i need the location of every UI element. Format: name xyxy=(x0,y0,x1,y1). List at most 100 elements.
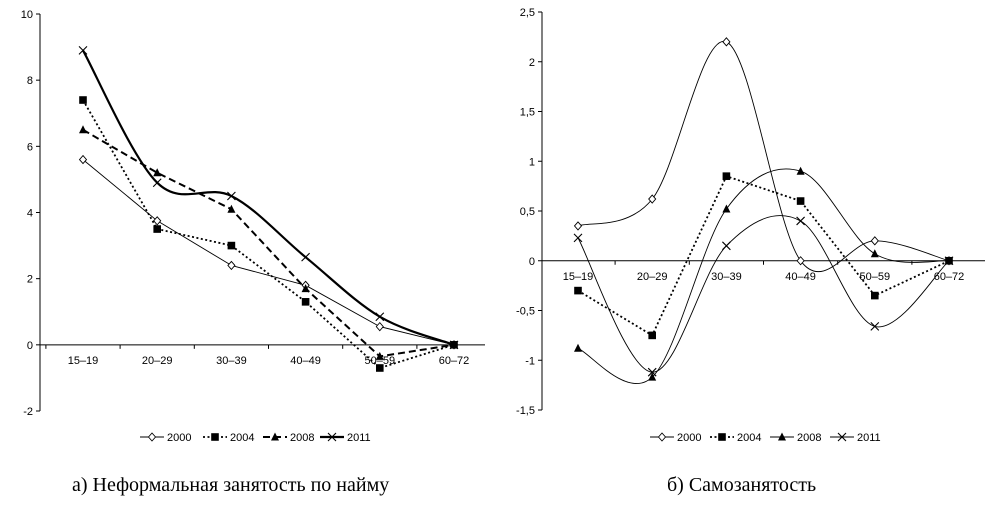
series-2004 xyxy=(79,96,458,372)
x-tick-label: 40–49 xyxy=(785,271,816,283)
series-line-2004 xyxy=(577,175,950,337)
data-point-2008 xyxy=(301,284,310,293)
series-line-2008 xyxy=(82,128,455,358)
y-tick-label: -0,5 xyxy=(516,306,535,318)
y-tick-label: 1,5 xyxy=(520,107,535,119)
y-tick-label: 2 xyxy=(529,57,535,69)
data-point-2011 xyxy=(722,241,731,251)
y-tick-label: 6 xyxy=(27,141,33,153)
data-point-2011 xyxy=(944,256,954,266)
data-point-2004 xyxy=(301,298,310,306)
legend-label-2008: 2008 xyxy=(290,432,314,444)
y-tick-label: 0,5 xyxy=(520,206,535,218)
x-tick-label: 20–29 xyxy=(637,271,668,283)
x-tick-label: 30–39 xyxy=(711,271,742,283)
x-tick-label: 60–72 xyxy=(934,271,965,283)
legend-marker-2000 xyxy=(657,432,667,442)
series-line-2000 xyxy=(577,41,950,273)
y-tick-label: 4 xyxy=(27,208,33,220)
y-tick-label: 0 xyxy=(529,256,535,268)
legend-label-2011: 2011 xyxy=(347,432,371,444)
data-point-2004 xyxy=(722,172,731,180)
series-2008 xyxy=(79,125,458,360)
data-point-2008 xyxy=(648,372,657,381)
legend-marker-2004 xyxy=(211,433,219,441)
data-point-2008 xyxy=(722,204,731,213)
series-2004 xyxy=(574,172,953,340)
data-point-2000 xyxy=(722,37,731,47)
data-point-2011 xyxy=(647,367,657,377)
legend: 2000 2004 2008 2011 xyxy=(650,432,881,444)
y-tick-label: -1 xyxy=(525,355,535,367)
legend-marker-2008 xyxy=(778,432,786,441)
data-point-2000 xyxy=(870,236,879,246)
data-point-2004 xyxy=(79,96,87,104)
data-point-2011 xyxy=(301,252,310,262)
data-point-2011 xyxy=(375,312,385,322)
y-tick-label: -2 xyxy=(23,406,33,418)
data-point-2000 xyxy=(153,216,162,226)
data-point-2008 xyxy=(375,351,384,360)
data-point-2008 xyxy=(79,125,87,134)
x-tick-label: 60–72 xyxy=(439,355,470,367)
data-point-2011 xyxy=(870,322,880,331)
data-point-2000 xyxy=(78,154,88,165)
series-2011 xyxy=(573,215,954,377)
data-point-2004 xyxy=(796,197,805,205)
data-point-2008 xyxy=(574,343,582,352)
legend-label-2008: 2008 xyxy=(797,432,821,444)
data-point-2000 xyxy=(648,194,657,204)
data-point-2004 xyxy=(648,331,656,340)
x-tick-label: 50–59 xyxy=(365,355,396,367)
y-tick-label: 8 xyxy=(27,75,33,87)
data-point-2011 xyxy=(573,233,583,243)
legend-marker-2011 xyxy=(837,432,847,442)
x-tick-label: 40–49 xyxy=(290,355,321,367)
y-tick-label: 2 xyxy=(27,274,33,286)
series-2000 xyxy=(573,37,954,273)
data-point-2000 xyxy=(227,260,236,271)
series-line-2000 xyxy=(82,159,455,346)
data-point-2011 xyxy=(449,340,459,350)
caption-left: а) Неформальная занятость по найму xyxy=(72,474,390,496)
x-tick-label: 15–19 xyxy=(68,355,99,367)
legend-marker-2008 xyxy=(271,432,279,441)
x-tick-label: 15–19 xyxy=(563,271,594,283)
x-tick-label: 30–39 xyxy=(216,355,247,367)
legend-marker-2000 xyxy=(147,432,157,442)
data-point-2011 xyxy=(227,191,236,201)
data-point-2008 xyxy=(153,168,162,177)
series-line-2008 xyxy=(577,168,950,384)
x-tick-label: 50–59 xyxy=(860,271,891,283)
y-tick-label: 0 xyxy=(27,340,33,352)
data-point-2000 xyxy=(573,221,583,231)
series-2008 xyxy=(574,166,953,384)
data-point-2011 xyxy=(152,178,162,188)
legend-label-2000: 2000 xyxy=(167,432,191,444)
data-point-2000 xyxy=(375,321,384,332)
data-point-2004 xyxy=(871,291,879,300)
legend-label-2011: 2011 xyxy=(857,432,881,444)
caption-right: б) Самозанятость xyxy=(667,474,817,496)
legend-marker-2011 xyxy=(327,432,337,442)
y-tick-label: -1,5 xyxy=(516,405,535,417)
data-point-2011 xyxy=(796,216,805,226)
legend-label-2004: 2004 xyxy=(737,432,761,444)
data-point-2004 xyxy=(227,241,236,250)
y-tick-label: 2,5 xyxy=(520,7,535,19)
series-2011 xyxy=(78,46,459,350)
legend: 2000 2004 2008 2011 xyxy=(140,432,371,444)
legend-marker-2004 xyxy=(718,433,726,441)
x-tick-label: 20–29 xyxy=(142,355,173,367)
data-point-2008 xyxy=(796,166,805,175)
series-line-2011 xyxy=(577,215,950,373)
legend-label-2000: 2000 xyxy=(677,432,701,444)
data-point-2004 xyxy=(376,364,384,372)
y-tick-label: 1 xyxy=(529,156,535,168)
series-2000 xyxy=(78,154,459,350)
series-line-2004 xyxy=(82,99,455,369)
data-point-2004 xyxy=(574,286,582,295)
data-point-2011 xyxy=(78,46,88,55)
y-tick-label: 10 xyxy=(21,9,33,21)
